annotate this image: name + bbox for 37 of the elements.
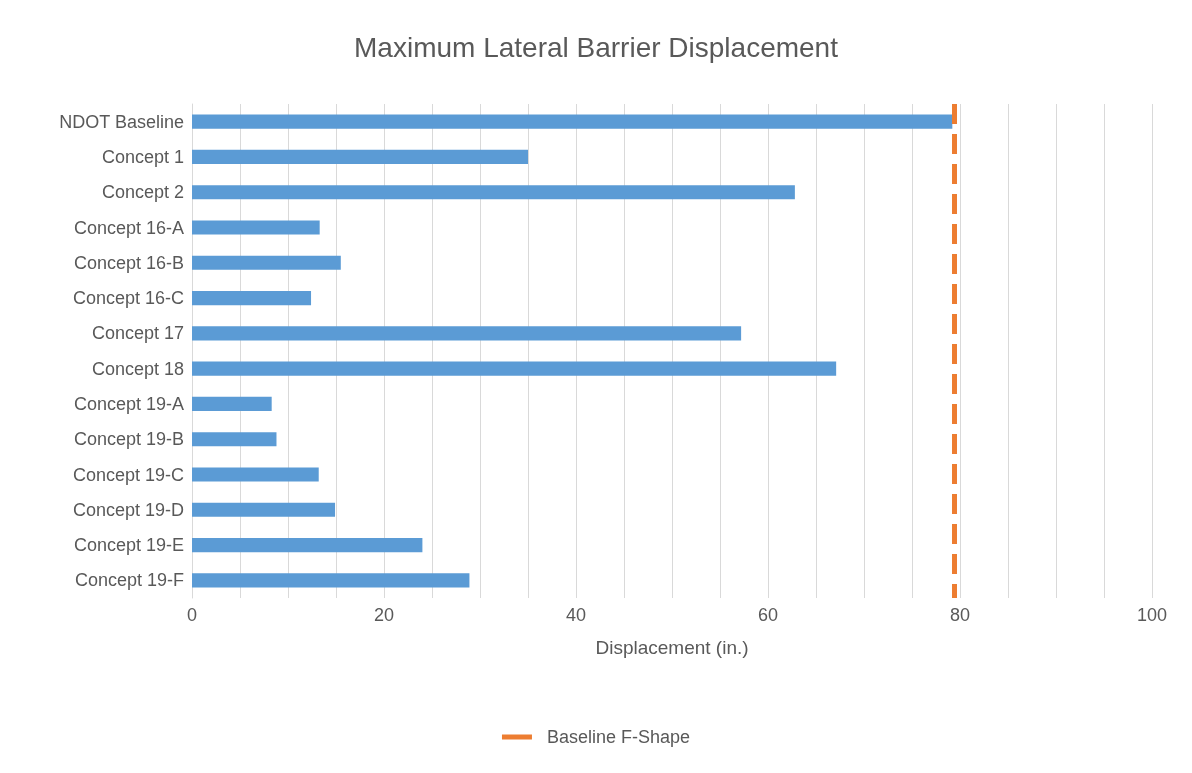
- y-tick-label: Concept 19-D: [72, 499, 184, 520]
- y-tick-label: Concept 19-C: [72, 464, 184, 485]
- bar: [192, 361, 837, 376]
- bar: [192, 573, 470, 588]
- bar: [192, 255, 341, 270]
- y-tick-label: Concept 19-E: [73, 535, 184, 556]
- y-tick-label: Concept 16-C: [72, 288, 184, 309]
- bar: [192, 185, 795, 200]
- y-tick-label: Concept 19-A: [73, 393, 184, 414]
- legend-label: Baseline F-Shape: [546, 727, 691, 747]
- chart-title: Maximum Lateral Barrier Displacement: [354, 31, 839, 63]
- bar: [192, 326, 742, 341]
- bar: [192, 291, 312, 306]
- bar: [192, 396, 272, 411]
- bar: [192, 467, 319, 482]
- y-tick-label: NDOT Baseline: [59, 111, 184, 132]
- bar: [192, 538, 423, 553]
- bar: [192, 502, 336, 517]
- y-tick-label: Concept 16-A: [73, 217, 184, 238]
- x-tick-label: 0: [186, 605, 198, 625]
- x-axis-title: Displacement (in.): [595, 637, 749, 658]
- y-tick-label: Concept 16-B: [73, 252, 184, 273]
- x-tick-label: 40: [565, 605, 587, 625]
- x-tick-label: 100: [1136, 605, 1168, 625]
- bar: [192, 432, 277, 447]
- x-tick-label: 60: [757, 605, 779, 625]
- y-tick-label: Concept 18: [91, 358, 184, 379]
- bar: [192, 114, 953, 129]
- x-tick-label: 80: [949, 605, 971, 625]
- y-tick-label: Concept 19-F: [74, 570, 184, 591]
- bar: [192, 149, 528, 164]
- y-tick-label: Concept 1: [101, 146, 184, 167]
- x-tick-label: 20: [373, 605, 395, 625]
- y-tick-label: Concept 17: [91, 323, 184, 344]
- y-tick-label: Concept 2: [101, 182, 184, 203]
- bar: [192, 220, 320, 235]
- y-tick-label: Concept 19-B: [73, 429, 184, 450]
